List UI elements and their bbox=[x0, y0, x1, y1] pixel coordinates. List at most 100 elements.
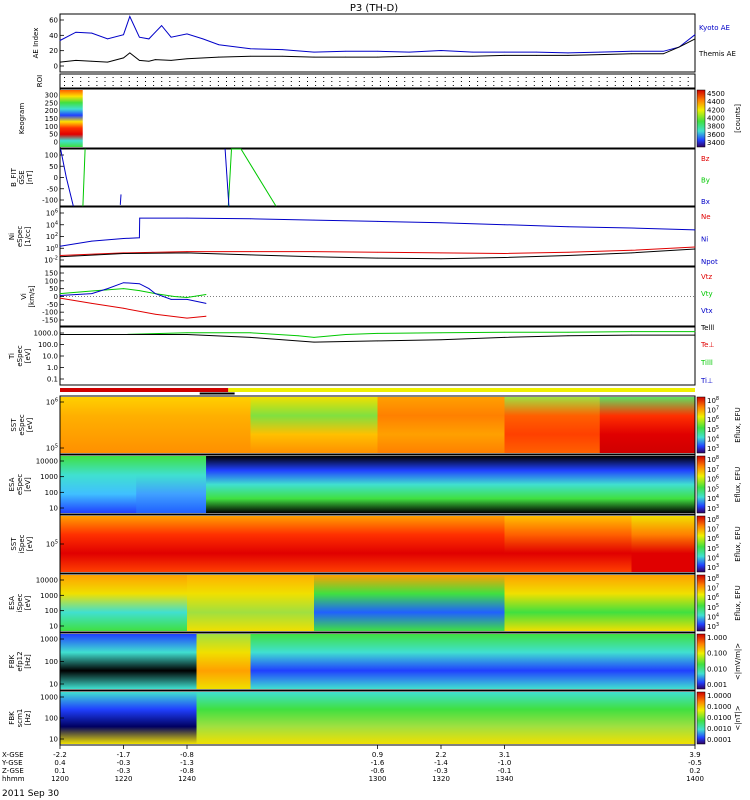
vi-point bbox=[138, 283, 140, 285]
axis-row-value: 3.1 bbox=[499, 751, 510, 759]
roi-dot bbox=[671, 77, 673, 78]
roi-dot bbox=[234, 85, 236, 86]
roi-dot bbox=[647, 81, 649, 82]
roi-dot bbox=[428, 85, 430, 86]
keogram-colorbar-label: 3800 bbox=[707, 123, 725, 131]
roi-dot bbox=[404, 77, 406, 78]
roi-dot bbox=[663, 85, 665, 86]
roi-dot bbox=[533, 85, 535, 86]
ae-tick-label: 60 bbox=[49, 17, 58, 25]
roi-dot bbox=[452, 85, 454, 86]
roi-dot bbox=[323, 85, 325, 86]
fbk_e-tick-label: 1000 bbox=[40, 636, 58, 644]
vi-point bbox=[173, 296, 175, 297]
keogram-heat-cell bbox=[60, 90, 83, 147]
ae-point bbox=[250, 55, 251, 57]
ae-tick-label: 40 bbox=[49, 32, 58, 40]
fbk_e-colorbar-label: 1.000 bbox=[707, 634, 727, 642]
roi-dot bbox=[525, 81, 527, 82]
keogram-tick-label: 50 bbox=[49, 131, 58, 139]
bfit-point bbox=[275, 205, 277, 207]
roi-dot bbox=[469, 77, 470, 78]
roi-dot bbox=[226, 77, 227, 78]
fbk_e-tick-label: 100 bbox=[45, 658, 58, 666]
density-point bbox=[377, 257, 378, 259]
roi-dot bbox=[226, 85, 227, 86]
ae-point bbox=[472, 51, 474, 53]
ti-point bbox=[440, 339, 442, 341]
density-tick-label: 102 bbox=[46, 232, 58, 241]
vi-point bbox=[205, 315, 207, 317]
roi-dot bbox=[622, 85, 624, 86]
roi-dot bbox=[622, 77, 624, 78]
vi-point bbox=[154, 313, 156, 315]
keogram-colorbar-unit: [counts] bbox=[734, 104, 742, 133]
ae-series-themis-ae bbox=[59, 38, 696, 63]
roi-dot bbox=[558, 77, 560, 78]
fbk_b-tick-label: 100 bbox=[45, 715, 58, 723]
sst_i-heat-cell bbox=[504, 516, 632, 572]
roi-dot bbox=[687, 85, 689, 86]
fbk_b-colorbar-label: 0.0100 bbox=[707, 714, 732, 722]
axis-row-value: -0.3 bbox=[434, 767, 448, 775]
roi-dot bbox=[112, 77, 114, 78]
ti-ylabel-line: [eV] bbox=[24, 348, 32, 363]
roi-dot bbox=[598, 85, 600, 86]
vi-point bbox=[59, 295, 61, 296]
sst_i-colorbar-unit: Eflux, EFU bbox=[734, 526, 742, 561]
axis-row-value: 0.4 bbox=[54, 759, 66, 767]
date-label: 2011 Sep 30 bbox=[2, 789, 59, 799]
ae-ylabel-line: AE Index bbox=[32, 28, 40, 59]
ae-point bbox=[107, 38, 109, 40]
roi-dot bbox=[185, 81, 187, 82]
roi-dot bbox=[388, 81, 389, 82]
ae-point bbox=[250, 48, 251, 50]
axis-row-value: 1200 bbox=[51, 775, 69, 783]
keogram-colorbar-label: 3400 bbox=[707, 139, 725, 147]
roi-dot bbox=[161, 77, 163, 78]
density-legend-item: Ni bbox=[701, 236, 708, 244]
roi-dot bbox=[112, 85, 114, 86]
roi-dot bbox=[153, 81, 155, 82]
sst_e-heat-cell bbox=[504, 397, 601, 453]
roi-dot bbox=[250, 81, 252, 82]
roi-dot bbox=[566, 81, 568, 82]
vi-point bbox=[138, 290, 140, 291]
density-tick-label: 106 bbox=[46, 209, 58, 218]
sst_e-colorbar bbox=[696, 396, 706, 454]
roi-dot bbox=[169, 85, 171, 86]
roi-dot bbox=[298, 77, 300, 78]
roi-dot bbox=[96, 85, 98, 86]
roi-dot bbox=[72, 85, 74, 86]
sst_i-colorbar-label: 106 bbox=[707, 534, 719, 543]
bfit-series-by2 bbox=[227, 148, 277, 207]
roi-dot bbox=[412, 85, 414, 86]
ae-point bbox=[662, 53, 664, 55]
roi-dot bbox=[72, 77, 74, 78]
ti-point bbox=[504, 337, 505, 338]
ae-legend-item: Themis AE bbox=[698, 50, 736, 58]
ti-point bbox=[250, 332, 251, 334]
fbk_b-ylabel-line: scm1 bbox=[16, 709, 24, 728]
esa_i-heat-cell bbox=[504, 575, 696, 631]
bfit-legend-item: By bbox=[701, 177, 710, 185]
sst_i-colorbar-label: 104 bbox=[707, 553, 719, 562]
density-point bbox=[567, 226, 569, 228]
roi-dot bbox=[315, 81, 317, 82]
ae-point bbox=[567, 55, 569, 56]
roi-dot bbox=[671, 85, 673, 86]
esa_e-ylabel-line: eSpec bbox=[16, 474, 24, 496]
roi-dot bbox=[485, 77, 487, 78]
roi-dot bbox=[582, 85, 584, 86]
sst_i-colorbar-label: 103 bbox=[707, 563, 719, 572]
keogram-tick-label: 0 bbox=[54, 139, 58, 147]
density-point bbox=[631, 249, 632, 251]
fbk_e-ylabel-line: efp12 bbox=[16, 651, 24, 671]
roi-dot bbox=[258, 77, 260, 78]
density-point bbox=[694, 248, 696, 250]
ae-point bbox=[218, 44, 220, 46]
roi-dot bbox=[290, 81, 292, 82]
roi-dot bbox=[679, 77, 681, 78]
esa_i-ylabel-line: [eV] bbox=[24, 595, 32, 610]
roi-dot bbox=[266, 85, 268, 86]
